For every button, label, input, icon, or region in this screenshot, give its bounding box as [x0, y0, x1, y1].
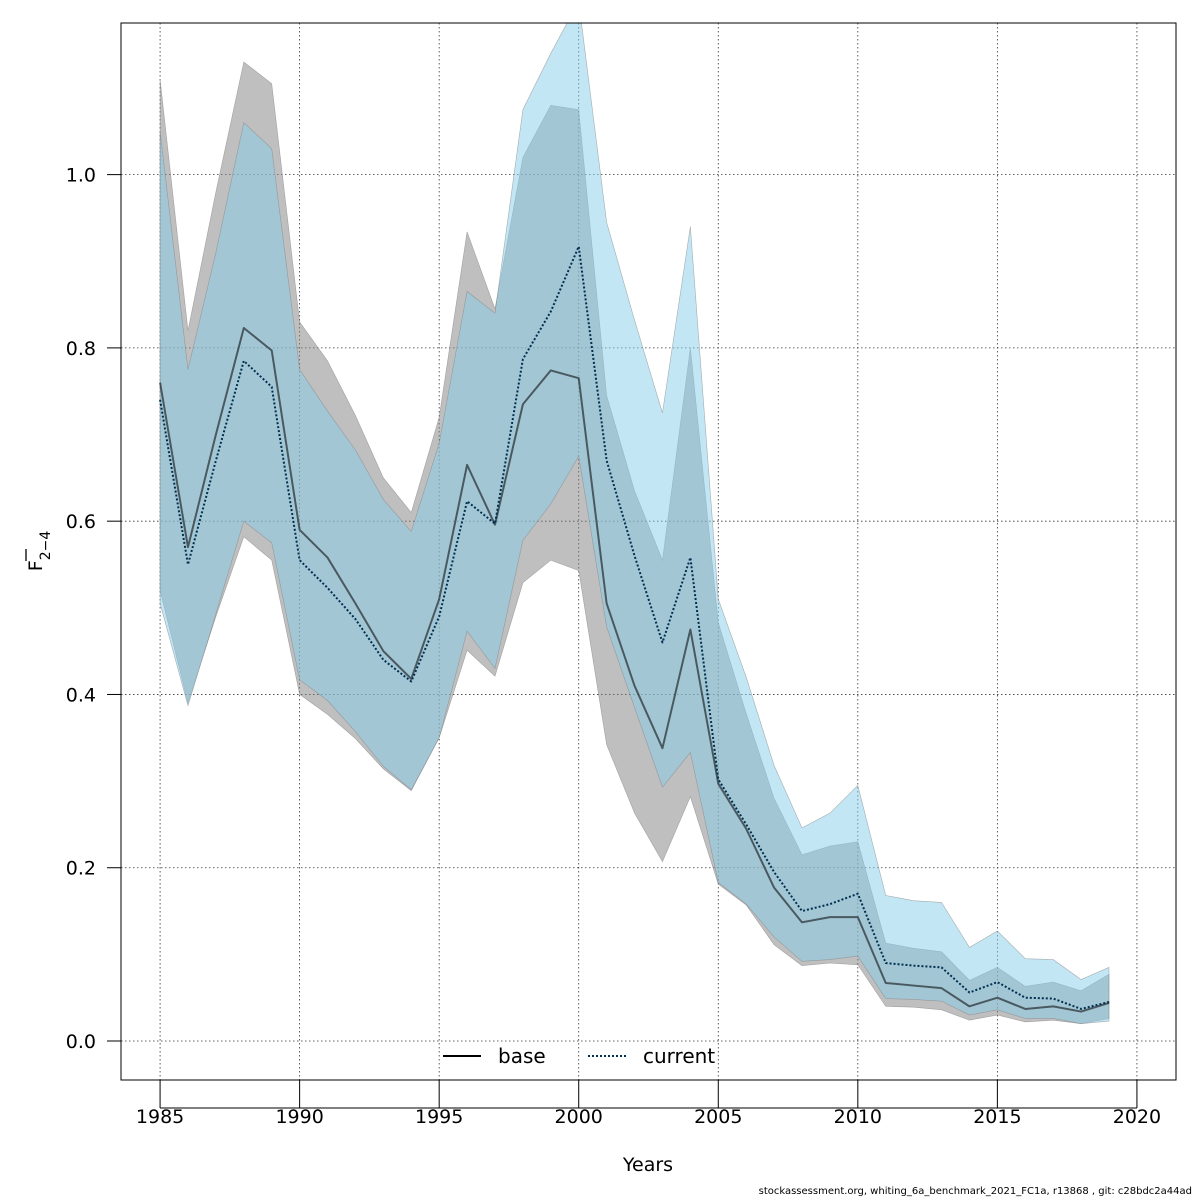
svg-text:F2−4: F2−4 [25, 531, 54, 572]
y-axis-title: F2−4 [25, 531, 54, 572]
y-tick-label: 0.2 [66, 858, 96, 880]
x-tick-label: 2020 [1113, 1106, 1161, 1128]
x-tick-label: 2010 [834, 1106, 882, 1128]
y-tick-label: 0.4 [66, 684, 96, 706]
x-tick-label: 1985 [136, 1106, 184, 1128]
x-tick-label: 2015 [973, 1106, 1021, 1128]
footer-note: stockassessment.org, whiting_6a_benchmar… [758, 1186, 1192, 1197]
y-axis: 0.0 0.2 0.4 0.6 0.8 1.0 [66, 165, 121, 1053]
y-axis-title-sub: 2−4 [38, 531, 54, 561]
legend: base current [443, 1044, 715, 1068]
x-axis-title: Years [622, 1154, 673, 1176]
y-tick-label: 0.0 [66, 1031, 96, 1053]
legend-label-current: current [643, 1044, 715, 1068]
x-tick-label: 1990 [275, 1106, 323, 1128]
x-tick-label: 1995 [415, 1106, 463, 1128]
x-tick-label: 2005 [694, 1106, 742, 1128]
x-tick-label: 2000 [555, 1106, 603, 1128]
y-tick-label: 0.6 [66, 511, 96, 533]
band-current [159, 23, 1110, 1024]
confidence-bands [159, 23, 1110, 1024]
y-tick-label: 1.0 [66, 165, 96, 187]
series-lines [159, 245, 1110, 1013]
y-axis-title-main: F [25, 560, 47, 571]
line-current [159, 245, 1110, 1010]
x-axis: 1985 1990 1995 2000 2005 2010 2015 2020 [136, 1080, 1161, 1128]
plot-frame [120, 22, 1177, 1081]
y-tick-label: 0.8 [66, 338, 96, 360]
legend-label-base: base [498, 1044, 546, 1068]
line-base [159, 326, 1110, 1013]
